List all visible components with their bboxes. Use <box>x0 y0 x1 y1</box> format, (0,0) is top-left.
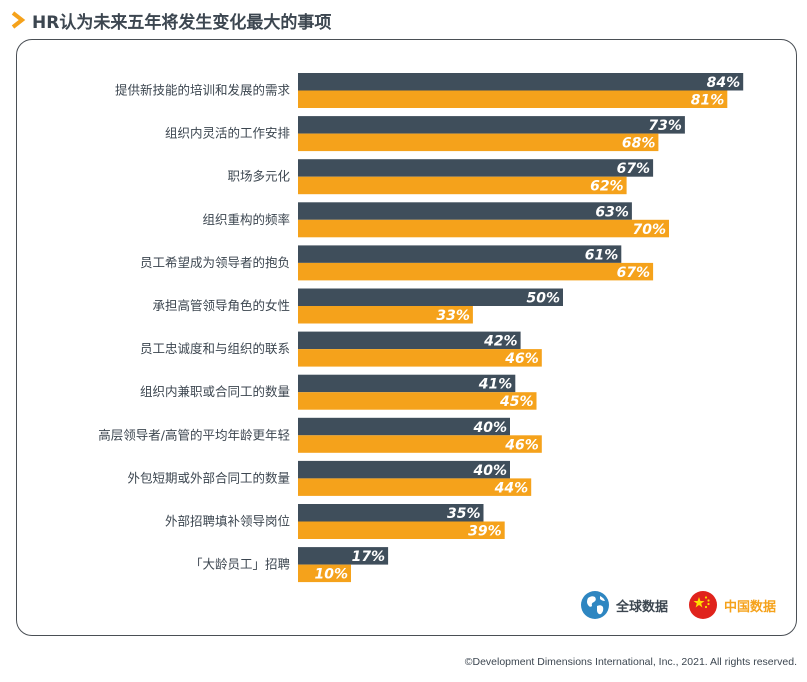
data-label-global: 61% <box>585 247 619 263</box>
bar-chart: 提供新技能的培训和发展的需求 84% 81% 组织内灵活的工作安排 73% 68% 职场多元… <box>98 73 744 583</box>
bar-global <box>298 417 510 436</box>
data-label-china: 67% <box>617 265 651 281</box>
data-label-china: 81% <box>691 93 725 109</box>
bar-china <box>298 435 542 453</box>
bar-global <box>298 374 516 393</box>
bar-global <box>298 245 622 263</box>
data-label-china: 44% <box>494 480 529 496</box>
bar-china <box>298 478 532 496</box>
data-label-china: 62% <box>590 179 624 195</box>
data-label-global: 40% <box>472 420 507 436</box>
chart-panel <box>16 39 797 636</box>
bar-global <box>298 547 389 565</box>
bar-china <box>298 521 505 539</box>
category-label: 员工希望成为领导者的抱负 <box>140 255 290 270</box>
data-label-global: 63% <box>595 204 629 220</box>
legend-item-global: 全球数据 <box>580 590 668 620</box>
category-label: 员工忠诚度和与组织的联系 <box>140 341 290 356</box>
title-row: HR认为未来五年将发生变化最大的事项 <box>10 7 331 33</box>
bar-china <box>298 349 542 367</box>
bar-china <box>298 176 627 195</box>
bar-china <box>298 90 728 108</box>
data-label-china: 45% <box>499 394 534 410</box>
china-flag-icon <box>689 591 717 619</box>
chevron-right-icon <box>11 11 26 29</box>
bar-global <box>298 460 510 479</box>
category-label: 「大龄员工」招聘 <box>190 557 290 572</box>
data-label-china: 46% <box>504 437 539 453</box>
category-label: 外包短期或外部合同工的数量 <box>127 470 290 485</box>
bar-china <box>298 133 659 152</box>
bar-global <box>298 159 654 177</box>
bar-global <box>298 504 484 522</box>
bar-global <box>298 116 685 134</box>
data-label-global: 73% <box>648 118 682 134</box>
category-label: 高层领导者/高管的平均年龄更年轻 <box>98 427 290 442</box>
category-label: 外部招聘填补领导岗位 <box>165 514 290 529</box>
bar-china <box>298 392 537 410</box>
legend-label-china: 中国数据 <box>724 599 777 615</box>
bar-china <box>298 564 351 583</box>
data-label-china: 39% <box>468 524 502 540</box>
data-label-china: 46% <box>504 351 539 367</box>
data-label-global: 84% <box>707 75 741 91</box>
data-label-global: 50% <box>526 291 560 307</box>
bar-china <box>298 262 654 281</box>
chart-title: HR认为未来五年将发生变化最大的事项 <box>32 12 332 33</box>
legend-label-global: 全球数据 <box>616 599 669 615</box>
data-label-global: 67% <box>617 161 651 177</box>
category-label: 提供新技能的培训和发展的需求 <box>115 83 291 98</box>
category-label: 职场多元化 <box>227 169 290 184</box>
bar-global <box>298 202 632 220</box>
category-label: 组织内灵活的工作安排 <box>165 126 291 141</box>
bar-china <box>298 219 669 238</box>
bar-global <box>298 288 563 306</box>
data-label-global: 35% <box>447 506 481 522</box>
globe-icon <box>581 591 609 619</box>
bar-global <box>298 73 744 91</box>
data-label-global: 40% <box>472 463 507 479</box>
category-label: 组织内兼职或合同工的数量 <box>140 384 290 399</box>
category-label: 承担高管领导角色的女性 <box>152 298 290 313</box>
bar-china <box>298 306 473 324</box>
legend-item-china: 中国数据 <box>688 590 776 620</box>
data-label-global: 41% <box>478 377 513 393</box>
data-label-global: 42% <box>483 334 518 350</box>
data-label-china: 10% <box>314 567 348 583</box>
category-label: 组织重构的频率 <box>202 212 290 227</box>
data-label-china: 68% <box>622 136 656 152</box>
copyright-footer: ©Development Dimensions International, I… <box>464 656 797 668</box>
data-label-global: 17% <box>352 549 386 565</box>
bar-global <box>298 331 521 350</box>
data-label-china: 70% <box>632 222 666 238</box>
data-label-china: 33% <box>436 308 470 324</box>
